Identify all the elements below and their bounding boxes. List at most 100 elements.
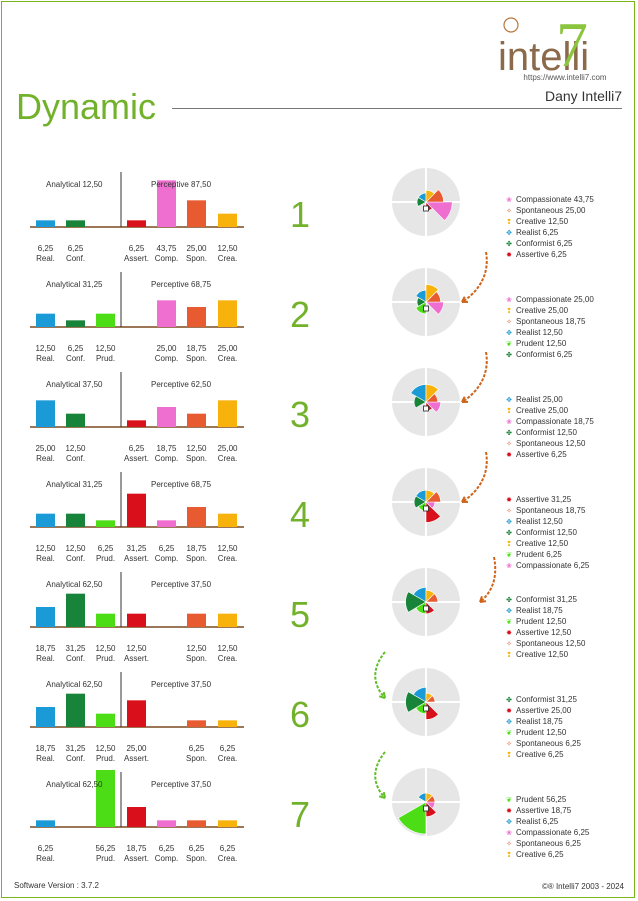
tick-label: Spon. [186, 554, 207, 563]
legend-item: ❢ Creative 12,50 [505, 649, 585, 660]
bar-label-prudent: 56,25 Prud. [88, 844, 124, 864]
tick-label: Real. [36, 754, 55, 763]
bar-value-label: 12,50 [217, 244, 238, 253]
wheel-sector-spontaneous [425, 189, 444, 203]
bar-label-assertive: 12,50 Assert. [119, 644, 155, 664]
bar-label-creative: 25,00 Crea. [210, 344, 246, 364]
bar-label-compassionate: 43,75 Comp. [149, 244, 185, 264]
profile-wheel [392, 168, 460, 236]
legend: ✸ Assertive 31,25 ✧ Spontaneous 18,75 ✥ Reali… [505, 494, 589, 571]
legend-label: Creative 12,50 [516, 650, 569, 659]
conformist-icon: ✤ [506, 241, 512, 248]
legend-item: ✤ Conformist 31,25 [505, 694, 581, 705]
legend-item: ✸ Assertive 31,25 [505, 494, 589, 505]
perceptive-total: Perceptive 37,50 [151, 780, 212, 789]
bar-value-label: 12,50 [35, 544, 56, 553]
bar-compassionate [157, 407, 176, 427]
wheel-sector-compassionate [425, 201, 453, 221]
wheel-center-marker [423, 305, 429, 312]
tick-label: Crea. [217, 454, 238, 463]
tick-label: Prud. [95, 854, 116, 863]
bar-value-label: 18,75 [126, 844, 147, 853]
analytical-total: Analytical 62,50 [46, 680, 103, 689]
legend-label: Compassionate 18,75 [516, 417, 594, 426]
tick-label: Crea. [217, 854, 238, 863]
tick-label: Conf. [65, 754, 86, 763]
legend-label: Conformist 12,50 [516, 528, 577, 537]
wheel-sector-conformist [413, 395, 427, 409]
legend-label: Prudent 6,25 [516, 550, 562, 559]
legend-label: Creative 25,00 [516, 406, 569, 415]
bar-prudent [96, 313, 115, 327]
tick-label: Prud. [95, 754, 116, 763]
legend-label: Assertive 31,25 [516, 495, 572, 504]
bar-realist [36, 513, 55, 527]
realist-icon: ✥ [506, 608, 512, 615]
legend-item: ❦ Prudent 6,25 [505, 549, 589, 560]
perceptive-total: Perceptive 68,75 [151, 280, 212, 289]
compassionate-icon: ❀ [506, 563, 512, 570]
tick-label: Comp. [154, 854, 179, 863]
bar-creative [218, 400, 237, 427]
legend-item: ✥ Realist 12,50 [505, 516, 589, 527]
bar-label-creative: 12,50 Crea. [210, 644, 246, 664]
realist-icon: ✥ [506, 397, 512, 404]
step-row: Analytical 62,50 Perceptive 37,50 18,75 Rea… [0, 668, 638, 770]
bar-label-realist: 18,75 Real. [28, 744, 64, 764]
bar-conformist [66, 413, 85, 427]
legend-label: Spontaneous 18,75 [516, 506, 586, 515]
bar-conformist [66, 220, 85, 227]
assertive-icon: ✸ [506, 497, 512, 504]
bar-label-creative: 6,25 Crea. [210, 844, 246, 864]
bar-chart [30, 672, 244, 728]
creative-icon: ❢ [506, 652, 512, 659]
bar-label-compassionate: 6,25 Comp. [149, 844, 185, 864]
bar-value-label: 12,50 [95, 644, 116, 653]
legend-label: Spontaneous 18,75 [516, 317, 586, 326]
bar-creative [218, 513, 237, 527]
tick-label: Spon. [186, 854, 207, 863]
wheel-center-marker [423, 405, 429, 412]
legend-label: Spontaneous 6,25 [516, 839, 581, 848]
analytical-total: Analytical 12,50 [46, 180, 103, 189]
legend-item: ✸ Assertive 25,00 [505, 705, 581, 716]
bar-value-label: 6,25 [219, 844, 236, 853]
bar-label-realist: 25,00 Real. [28, 444, 64, 464]
bar-label-conformist: 31,25 Conf. [58, 644, 94, 664]
bar-value-label: 25,00 [35, 444, 56, 453]
bar-value-label: 12,50 [65, 544, 86, 553]
legend-item: ✤ Conformist 6,25 [505, 238, 594, 249]
bar-compassionate [157, 180, 176, 227]
wheel-sector-prudent [397, 801, 427, 835]
legend-label: Compassionate 25,00 [516, 295, 594, 304]
legend-label: Creative 6,25 [516, 750, 564, 759]
legend-label: Prudent 12,50 [516, 617, 567, 626]
conformist-icon: ✤ [506, 697, 512, 704]
bar-label-realist: 6,25 Real. [28, 244, 64, 264]
wheel-sector-creative [425, 589, 435, 603]
legend-item: ✥ Realist 6,25 [505, 227, 594, 238]
bar-value-label: 25,00 [156, 344, 177, 353]
user-name: Dany Intelli7 [544, 88, 622, 104]
bar-value-label: 18,75 [35, 744, 56, 753]
bar-label-compassionate: 6,25 Comp. [149, 544, 185, 564]
bar-realist [36, 220, 55, 227]
bar-label-assertive: 6,25 Assert. [119, 444, 155, 464]
bar-chart [30, 572, 244, 628]
bar-value-label: 12,50 [35, 344, 56, 353]
bar-prudent [96, 713, 115, 727]
perceptive-total: Perceptive 62,50 [151, 380, 212, 389]
creative-icon: ❢ [506, 219, 512, 226]
bar-creative [218, 613, 237, 627]
compassionate-icon: ❀ [506, 419, 512, 426]
wheel-center-marker [423, 205, 429, 212]
bar-label-realist: 12,50 Real. [28, 544, 64, 564]
wheel-sector-creative [425, 489, 435, 503]
step-number: 5 [290, 594, 311, 635]
tick-label: Crea. [217, 654, 238, 663]
bar-value-label: 43,75 [156, 244, 177, 253]
conformist-icon: ✤ [506, 530, 512, 537]
step-row: Analytical 62,50 Perceptive 37,50 6,25 Real… [0, 768, 638, 870]
bar-label-conformist: 12,50 Conf. [58, 444, 94, 464]
bar-prudent [96, 613, 115, 627]
